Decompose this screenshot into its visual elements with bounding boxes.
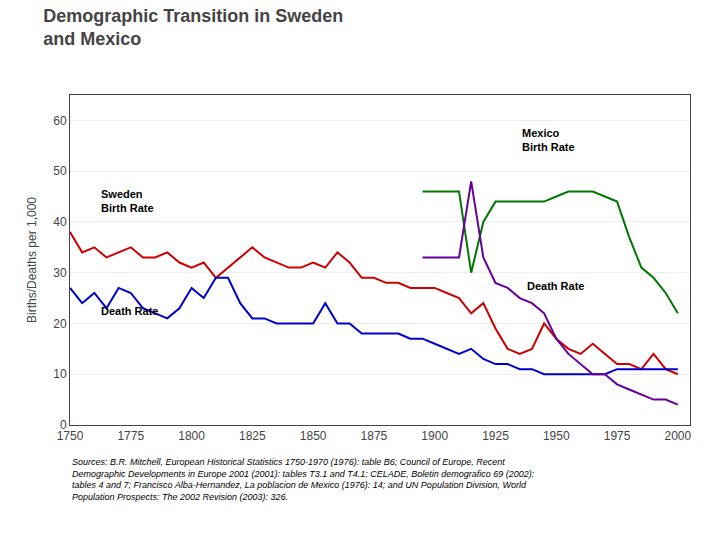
svg-text:1950: 1950 [543, 429, 570, 443]
svg-text:30: 30 [53, 266, 67, 280]
svg-text:50: 50 [53, 164, 67, 178]
svg-text:1850: 1850 [300, 429, 327, 443]
svg-text:40: 40 [53, 215, 67, 229]
svg-text:20: 20 [53, 317, 67, 331]
svg-text:60: 60 [53, 114, 67, 128]
svg-text:1900: 1900 [421, 429, 448, 443]
svg-text:10: 10 [53, 367, 67, 381]
svg-text:SwedenBirth Rate: SwedenBirth Rate [101, 188, 154, 214]
svg-text:Births/Deaths per 1,000: Births/Deaths per 1,000 [25, 197, 39, 323]
svg-text:Sources: B.R. Mitchell, Europe: Sources: B.R. Mitchell, European Histori… [72, 457, 535, 502]
svg-text:Demographic Transition in Swed: Demographic Transition in Swedenand Mexi… [43, 6, 343, 49]
svg-text:1925: 1925 [482, 429, 509, 443]
svg-text:1825: 1825 [239, 429, 266, 443]
svg-text:2000: 2000 [664, 429, 691, 443]
svg-text:Death Rate: Death Rate [101, 305, 158, 317]
svg-text:1975: 1975 [604, 429, 631, 443]
svg-text:1875: 1875 [361, 429, 388, 443]
svg-text:1800: 1800 [178, 429, 205, 443]
svg-text:1750: 1750 [57, 429, 84, 443]
svg-text:Death Rate: Death Rate [527, 280, 584, 292]
svg-text:MexicoBirth Rate: MexicoBirth Rate [522, 127, 575, 153]
svg-text:1775: 1775 [117, 429, 144, 443]
svg-text:0: 0 [60, 418, 67, 432]
